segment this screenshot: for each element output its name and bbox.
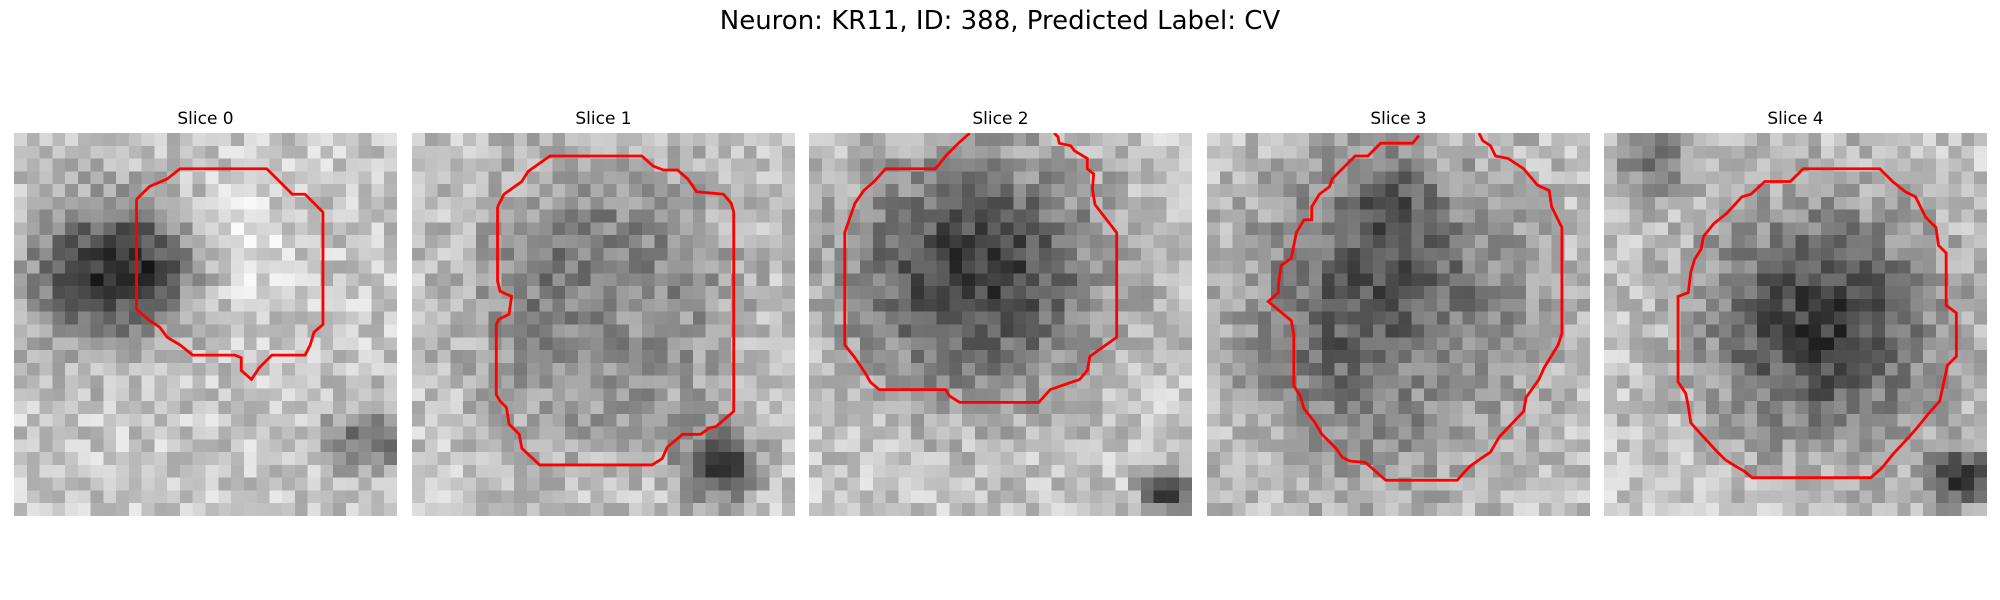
segmentation-outline	[1676, 167, 1958, 480]
slice-title: Slice 4	[1767, 109, 1824, 129]
slice-image	[412, 133, 795, 516]
slice-panel-3: Slice 3	[1207, 107, 1590, 516]
segmentation-outline	[843, 133, 1119, 404]
slice-image	[809, 133, 1192, 516]
slice-image	[1604, 133, 1987, 516]
slice-title: Slice 2	[972, 109, 1029, 129]
slice-image	[1207, 133, 1590, 516]
slice-panel-4: Slice 4	[1604, 107, 1987, 516]
segmentation-outline	[135, 167, 325, 382]
segmentation-outline	[494, 154, 736, 467]
segmentation-outline	[1266, 133, 1564, 482]
slice-title: Slice 3	[1370, 109, 1427, 129]
slice-panel-2: Slice 2	[809, 107, 1192, 516]
slice-panel-1: Slice 1	[412, 107, 795, 516]
slice-title: Slice 0	[177, 109, 234, 129]
slice-panel-0: Slice 0	[14, 107, 397, 516]
slice-title: Slice 1	[575, 109, 632, 129]
figure-title: Neuron: KR11, ID: 388, Predicted Label: …	[719, 6, 1281, 36]
slice-image	[14, 133, 397, 516]
